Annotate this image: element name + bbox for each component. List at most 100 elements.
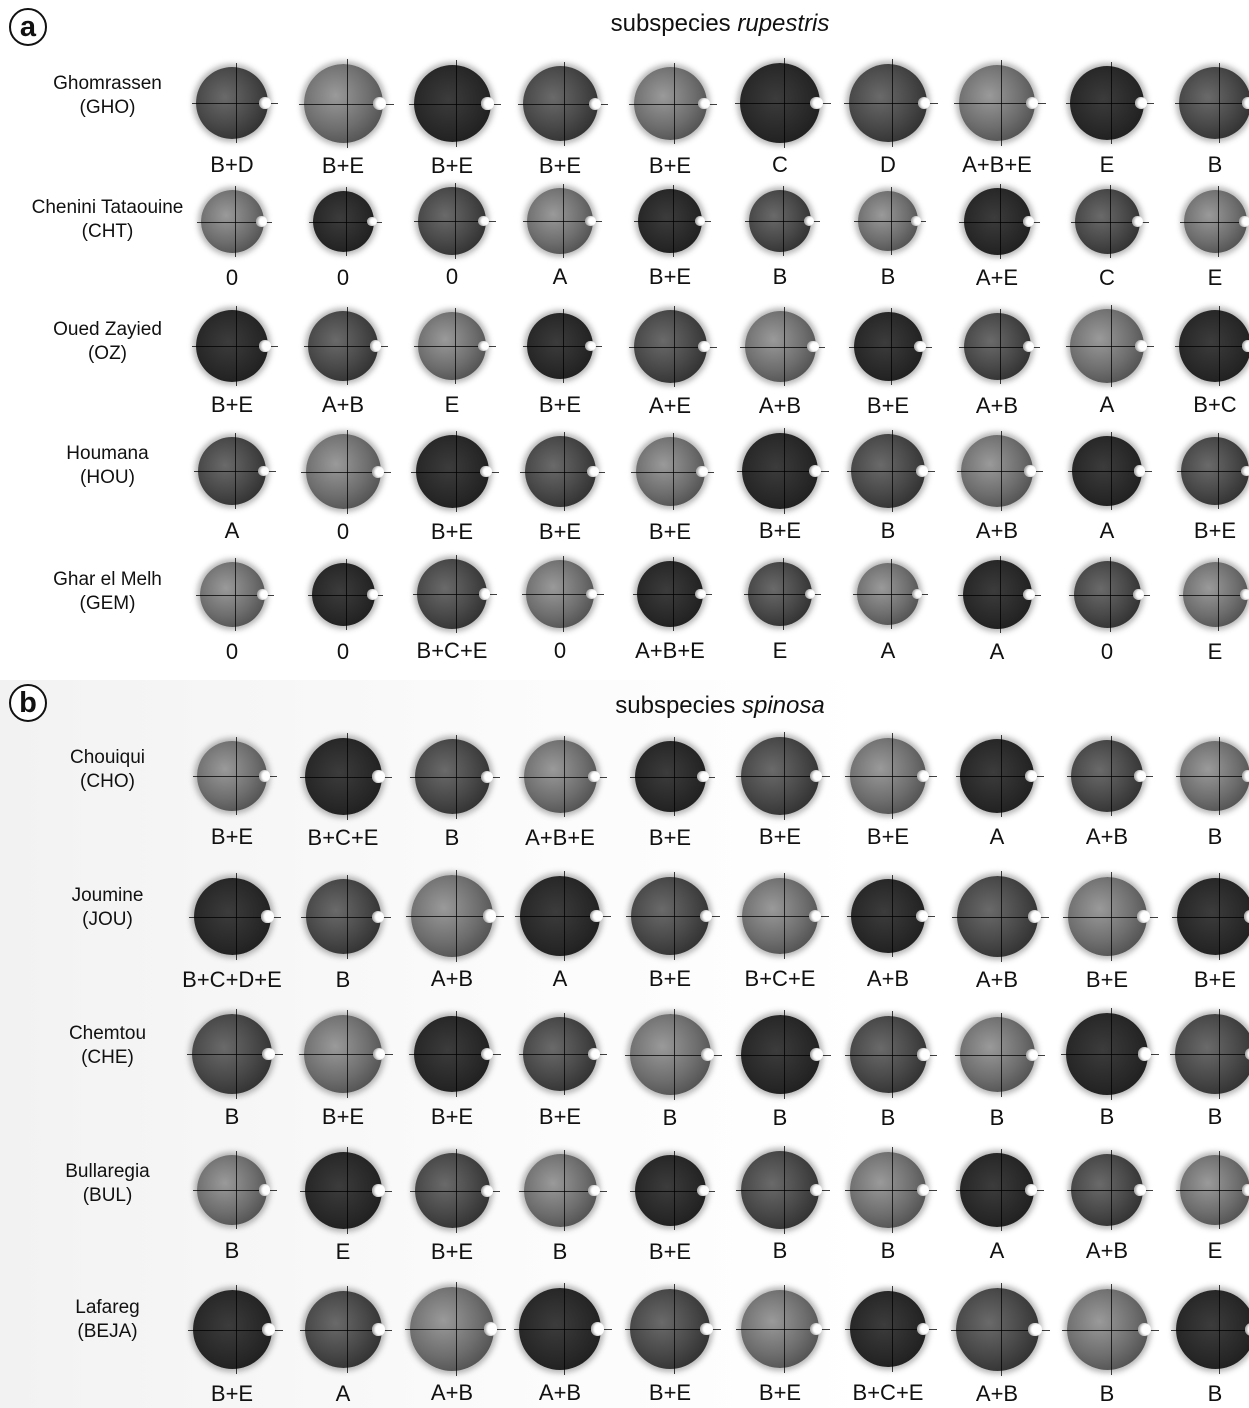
seed-code-label: B	[880, 264, 896, 289]
seed-code-label: B+D	[210, 152, 254, 177]
seed-code-label: A	[880, 638, 896, 663]
seed-hilum	[480, 770, 493, 783]
seed-code-label: D	[880, 152, 896, 177]
seed-code-label: B+C+E	[307, 825, 379, 850]
seed-image	[523, 184, 603, 258]
seed-code-label: A	[552, 264, 568, 289]
seed-image	[630, 1150, 716, 1231]
seed-code-label: B	[880, 1238, 896, 1263]
seed-hilum	[371, 910, 384, 923]
seed-cell: E	[1160, 558, 1249, 665]
seed-hilum	[480, 1184, 493, 1197]
seed-image	[625, 1284, 722, 1374]
seed-hilum	[809, 769, 822, 783]
seed-hilum	[1244, 1323, 1249, 1336]
seed-code-label: B	[444, 825, 460, 850]
seed-cell: D	[833, 59, 943, 178]
seed-image	[956, 430, 1044, 512]
seed-hilum	[808, 909, 821, 923]
seed-cell: B+E	[615, 736, 725, 851]
seed-code-label: B+E	[648, 825, 692, 850]
seed-hilum	[916, 769, 929, 783]
seed-hilum	[1241, 465, 1249, 477]
seed-image	[845, 1286, 937, 1372]
seed-image	[308, 187, 383, 256]
seed-hilum	[1027, 910, 1041, 923]
panel-badge: b	[9, 684, 47, 722]
seed-cell: A+B	[288, 306, 398, 418]
seed-cell: B	[833, 429, 943, 544]
seed-code-label: 0	[1100, 639, 1114, 664]
seed-code-label: B+C	[1193, 392, 1237, 417]
seed-hilum	[1241, 770, 1249, 782]
seed-code-label: B	[772, 264, 788, 289]
seed-image	[413, 307, 496, 385]
seed-cell: A	[1052, 431, 1162, 544]
seed-image	[1066, 735, 1154, 817]
seed-hilum	[1245, 1047, 1249, 1061]
seed-cell: A+B	[942, 308, 1052, 419]
seed-code-label: B+E	[648, 264, 692, 289]
seed-hilum	[479, 465, 492, 478]
population-name: Oued Zayied	[53, 319, 162, 340]
seed-cell: 0	[288, 558, 398, 665]
seed-cell: B+E	[177, 736, 287, 850]
seed-code-label: B+E	[648, 1239, 692, 1264]
seed-image	[1171, 873, 1249, 960]
seed-cell: A+B	[725, 306, 835, 419]
seed-code-label: A	[1099, 392, 1115, 417]
seed-hilum	[1025, 770, 1037, 782]
seed-code-label: B+E	[321, 153, 365, 178]
seed-code-label: A+B	[975, 1381, 1019, 1406]
seed-image	[195, 558, 274, 631]
seed-hilum	[1137, 1323, 1151, 1336]
seed-cell: 0	[288, 186, 398, 291]
seed-image	[1170, 1009, 1249, 1099]
seed-code-label: B+E	[210, 824, 254, 849]
seed-image	[193, 432, 276, 510]
seed-image	[634, 185, 711, 257]
seed-cell: B	[615, 1009, 725, 1131]
seed-cell: E	[1052, 61, 1162, 178]
population-name: Houmana	[66, 443, 149, 464]
seed-code-label: B+E	[1193, 967, 1237, 992]
seed-code-label: B	[552, 1239, 568, 1264]
seed-cell: B+E	[177, 1285, 287, 1407]
seed-cell: B+E	[725, 732, 835, 850]
seed-code-label: B+E	[430, 519, 474, 544]
seed-cell: 0	[1052, 556, 1162, 665]
seed-hilum	[1135, 340, 1147, 352]
seed-image	[845, 733, 937, 819]
seed-code-label: A	[552, 966, 568, 991]
population-name: Joumine	[71, 885, 144, 906]
seed-hilum	[367, 589, 378, 600]
seed-code-label: B+E	[430, 153, 474, 178]
seed-cell: A	[177, 432, 287, 544]
seed-hilum	[916, 910, 928, 922]
seed-image	[1174, 62, 1249, 144]
seed-code-label: C	[1099, 265, 1115, 290]
seed-cell: A+E	[942, 183, 1052, 291]
seed-hilum	[480, 1047, 493, 1061]
seed-image	[413, 182, 496, 260]
seed-code-label: C	[772, 152, 788, 177]
seed-image	[410, 1148, 500, 1233]
seed-code-label: B+E	[758, 1380, 802, 1405]
seed-code-label: B+E	[758, 824, 802, 849]
seed-hilum	[590, 1322, 604, 1336]
seed-hilum	[1022, 216, 1034, 227]
seed-hilum	[372, 1184, 385, 1197]
seed-image	[631, 432, 715, 511]
seed-cell: B	[1160, 736, 1249, 850]
seed-hilum	[696, 465, 708, 477]
seed-cell: B+E	[725, 1285, 835, 1406]
population-code: (OZ)	[87, 343, 128, 364]
seed-cell: A+B+E	[505, 735, 615, 851]
seed-image	[299, 1010, 393, 1098]
seed-image	[744, 558, 821, 630]
seed-image	[735, 58, 832, 148]
population-code: (BUL)	[82, 1185, 133, 1206]
seed-image	[301, 429, 391, 514]
seed-image	[1066, 1149, 1154, 1231]
seed-hilum	[1025, 96, 1038, 110]
